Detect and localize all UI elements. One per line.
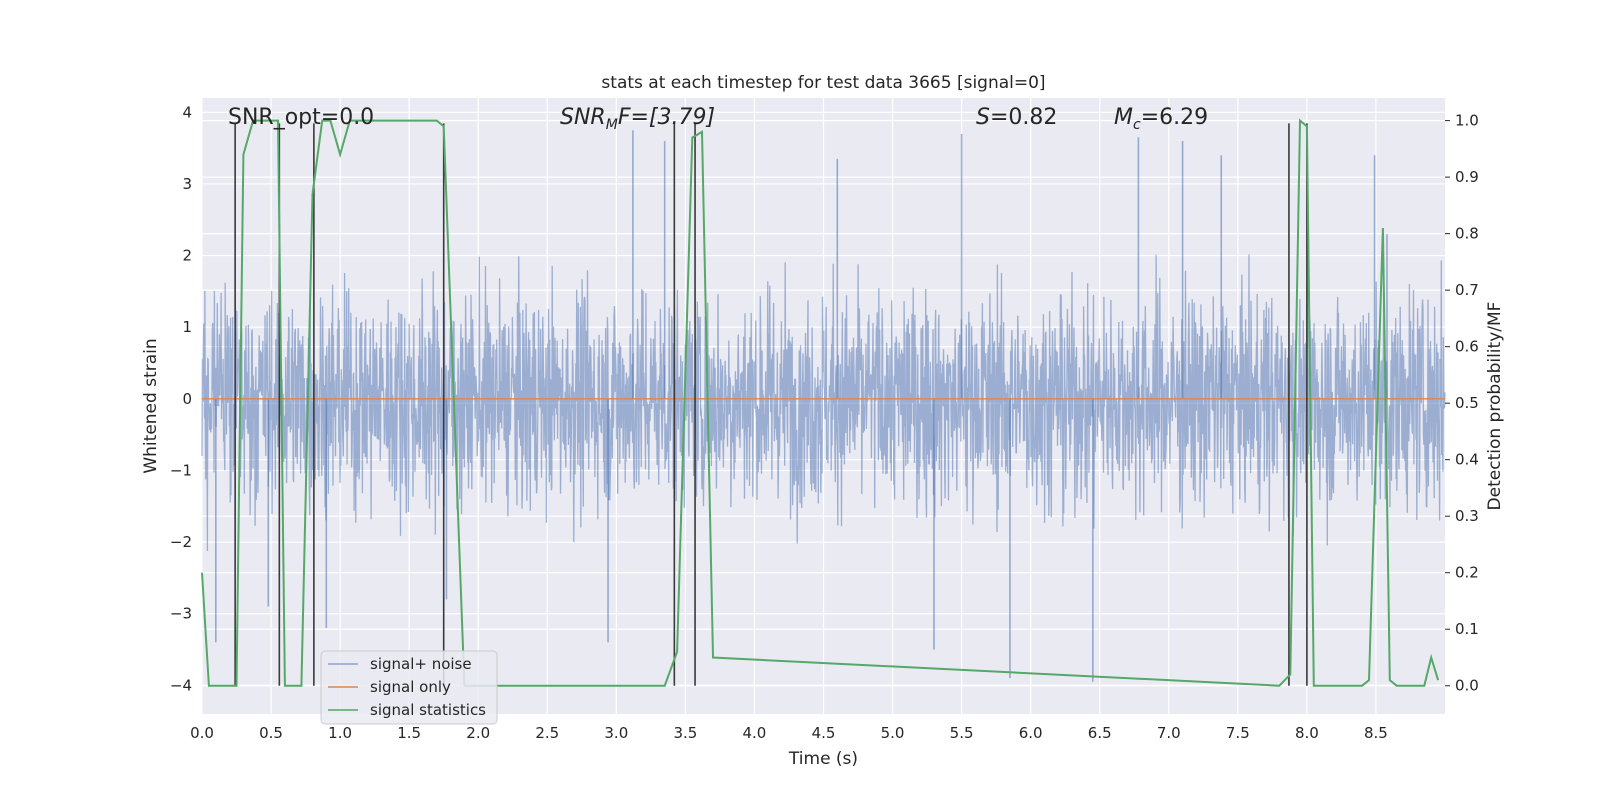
annotation-mc-label: M	[1114, 105, 1133, 130]
y-left-tick-label: −3	[170, 605, 192, 623]
x-tick-label: 1.5	[397, 724, 421, 742]
y-left-tick-label: 2	[182, 247, 192, 265]
y-right-tick-label: 0.2	[1455, 564, 1479, 582]
legend-label-signal-only: signal only	[370, 678, 451, 696]
annotation-snr-mf-rest: F=[3.79]	[618, 105, 715, 130]
x-tick-label: 2.5	[535, 724, 559, 742]
annotation-mc-sub: c	[1133, 117, 1141, 133]
x-tick-label: 3.5	[673, 724, 697, 742]
statistics-line	[201, 118, 1440, 687]
noise-line	[201, 254, 1446, 552]
y-right-tick-labels: 1.0 0.9 0.8 0.7 0.6 0.5 0.4 0.3 0.2 0.1 0.0	[1445, 112, 1479, 695]
y-right-tick-label: 0.5	[1455, 394, 1479, 412]
annotation-s-value: =0.82	[990, 105, 1057, 130]
x-tick-label: 4.5	[812, 724, 836, 742]
legend: signal+ noise signal only signal statist…	[320, 650, 498, 725]
annotation-snr-mf: SNRMF=[3.79]	[560, 105, 715, 133]
x-tick-labels: 0.0 0.5 1.0 1.5 2.0 2.5 3.0 3.5 4.0 4.5 5.0 5.5 6.0 6…	[190, 724, 1388, 742]
y-left-tick-labels: 4 3 2 1 0 −1 −2 −3 −4	[170, 103, 192, 694]
x-tick-label: 7.0	[1157, 724, 1181, 742]
annotation-mc-value: =6.29	[1141, 105, 1208, 130]
y-left-tick-label: −4	[170, 676, 192, 694]
annotation-snr-opt: SNR_opt=0.0	[228, 105, 374, 130]
annotation-snr-mf-sub: M	[606, 117, 618, 133]
x-tick-label: 5.5	[950, 724, 974, 742]
y-left-tick-label: 1	[182, 318, 192, 336]
y-right-tick-label: 0.8	[1455, 225, 1479, 243]
y-left-tick-label: −1	[170, 461, 192, 479]
annotation-s-label: S	[976, 105, 990, 130]
x-tick-label: 8.0	[1295, 724, 1319, 742]
y-right-tick-label: 1.0	[1455, 112, 1479, 130]
legend-label-signal-statistics: signal statistics	[370, 701, 486, 719]
chart-title: stats at each timestep for test data 366…	[601, 73, 1045, 93]
y-right-tick-label: 0.7	[1455, 281, 1479, 299]
y-right-tick-label: 0.6	[1455, 338, 1479, 356]
x-tick-label: 6.5	[1088, 724, 1112, 742]
annotation-mc: Mc=6.29	[1114, 105, 1208, 133]
y-axis-label: Whitened strain	[141, 338, 161, 473]
y-right-tick-label: 0.0	[1455, 677, 1479, 695]
x-tick-label: 7.5	[1226, 724, 1250, 742]
x-tick-label: 5.0	[881, 724, 905, 742]
annotation-snr-mf-prefix: SNR	[560, 105, 606, 130]
y-left-tick-label: 3	[182, 175, 192, 193]
x-tick-label: 2.0	[466, 724, 490, 742]
y-right-tick-label: 0.9	[1455, 168, 1479, 186]
x-tick-label: 4.0	[743, 724, 767, 742]
series-signal-noise	[201, 130, 1446, 682]
legend-box	[320, 650, 498, 725]
y-left-tick-label: −2	[170, 533, 192, 551]
x-tick-label: 6.0	[1019, 724, 1043, 742]
y-right-tick-label: 0.1	[1455, 620, 1479, 638]
y-right-tick-label: 0.3	[1455, 507, 1479, 525]
legend-label-signal-noise: signal+ noise	[370, 655, 472, 673]
y-right-tick-label: 0.4	[1455, 451, 1479, 469]
annotation-s: S=0.82	[976, 105, 1057, 130]
x-tick-label: 0.5	[259, 724, 283, 742]
x-tick-label: 3.0	[604, 724, 628, 742]
x-tick-label: 0.0	[190, 724, 214, 742]
y-left-tick-label: 4	[182, 103, 192, 121]
x-tick-label: 8.5	[1364, 724, 1388, 742]
y-left-tick-label: 0	[182, 390, 192, 408]
series-signal-statistics	[201, 118, 1440, 687]
x-tick-label: 1.0	[328, 724, 352, 742]
x-axis-label: Time (s)	[788, 749, 858, 769]
y-right-axis-label: Detection probability/MF	[1485, 302, 1505, 511]
